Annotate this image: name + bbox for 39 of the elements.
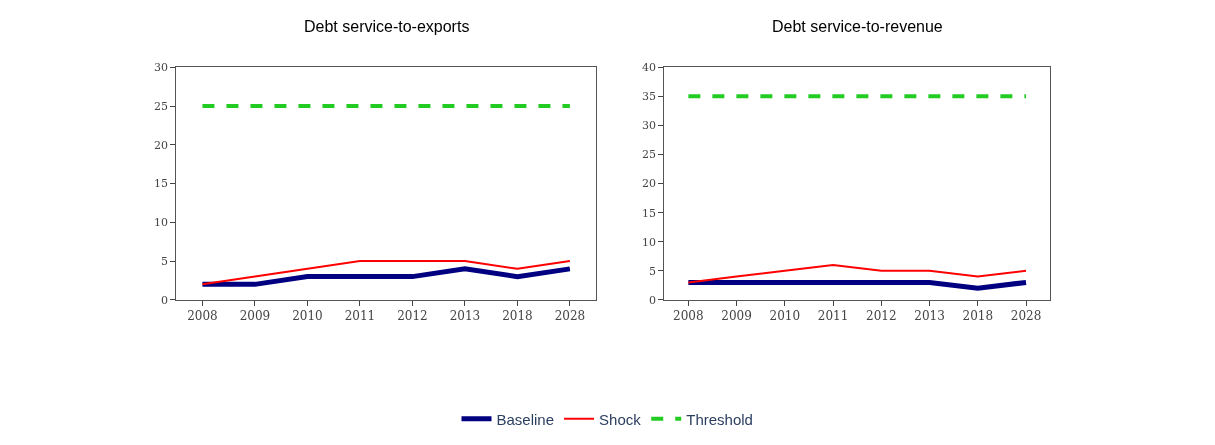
chart-title: Debt service-to-exports bbox=[304, 18, 470, 35]
x-tick-label: 2028 bbox=[554, 309, 586, 324]
x-tick-label: 2012 bbox=[866, 309, 897, 324]
x-tick-label: 2009 bbox=[239, 309, 271, 324]
y-tick-label: 10 bbox=[154, 216, 168, 230]
y-tick-label: 20 bbox=[154, 138, 168, 152]
y-tick-label: 15 bbox=[642, 206, 657, 220]
y-tick-label: 20 bbox=[642, 177, 657, 191]
y-tick-label: 25 bbox=[154, 99, 168, 113]
x-tick-label: 2010 bbox=[292, 309, 323, 324]
y-tick-label: 15 bbox=[154, 177, 168, 191]
x-tick-label: 2018 bbox=[502, 309, 533, 324]
y-tick-label: 30 bbox=[642, 119, 657, 133]
y-tick-label: 5 bbox=[161, 254, 168, 268]
y-tick-label: 35 bbox=[642, 90, 657, 104]
x-tick-label: 2008 bbox=[187, 309, 218, 324]
y-tick-label: 10 bbox=[642, 235, 657, 249]
x-tick-label: 2008 bbox=[673, 309, 704, 324]
legend-label: Shock bbox=[599, 410, 642, 428]
line-series bbox=[201, 260, 571, 286]
y-tick-label: 30 bbox=[154, 61, 168, 75]
x-tick-label: 2010 bbox=[769, 309, 801, 324]
legend-label: Threshold bbox=[686, 410, 753, 428]
x-tick-label: 2012 bbox=[397, 309, 428, 324]
line-series bbox=[687, 263, 1028, 284]
x-tick-label: 2018 bbox=[962, 309, 994, 324]
legend-label: Baseline bbox=[496, 410, 555, 428]
x-tick-label: 2009 bbox=[721, 309, 752, 324]
y-tick-label: 0 bbox=[161, 293, 168, 307]
x-tick-label: 2028 bbox=[1010, 309, 1042, 324]
x-tick-label: 2013 bbox=[449, 309, 481, 324]
y-tick-label: 40 bbox=[642, 61, 657, 75]
x-tick-label: 2011 bbox=[817, 309, 849, 324]
y-tick-label: 25 bbox=[642, 148, 657, 162]
x-tick-label: 2013 bbox=[914, 309, 945, 324]
chart-title: Debt service-to-revenue bbox=[772, 18, 943, 35]
y-tick-label: 5 bbox=[649, 264, 657, 278]
y-tick-label: 0 bbox=[649, 293, 657, 307]
x-tick-label: 2011 bbox=[344, 309, 376, 324]
